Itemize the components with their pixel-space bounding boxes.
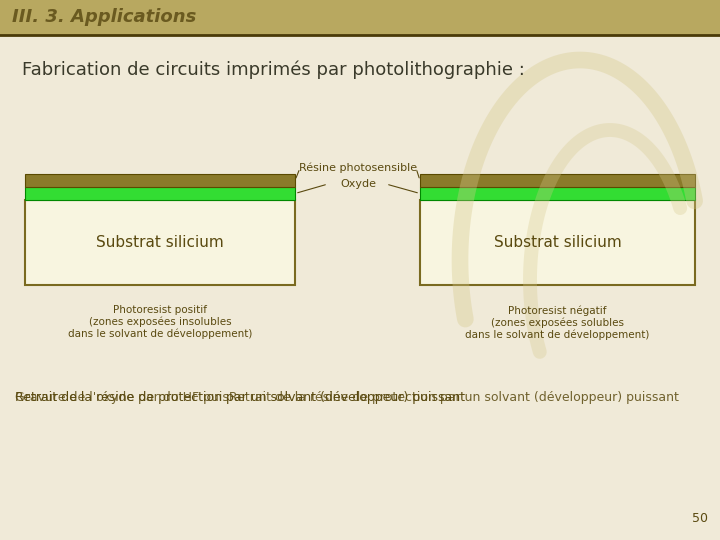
Bar [420,200,695,285]
Bar [420,187,695,200]
Bar [25,200,295,285]
Bar [25,174,295,187]
Bar [25,187,295,200]
Text: Retrait de la résine de protection par un solvant (développeur) puissant: Retrait de la résine de protection par u… [15,392,465,404]
Text: Photoresist négatif
(zones exposées solubles
dans le solvant de développement): Photoresist négatif (zones exposées solu… [465,305,649,340]
Text: Substrat silicium: Substrat silicium [494,235,621,250]
Bar [420,174,695,187]
Text: Photoresist positif
(zones exposées insolubles
dans le solvant de développement): Photoresist positif (zones exposées inso… [68,305,252,340]
Text: III. 3. Applications: III. 3. Applications [12,9,197,26]
Bar [0,0,720,35]
Text: Substrat silicium: Substrat silicium [96,235,224,250]
Text: Gravure de l'oxyde par du HF puisRetrait de la résine de protection par un solva: Gravure de l'oxyde par du HF puisRetrait… [15,392,679,404]
Text: Résine photosensible: Résine photosensible [299,163,417,173]
Text: Fabrication de circuits imprimés par photolithographie :: Fabrication de circuits imprimés par pho… [22,60,525,79]
Text: Oxyde: Oxyde [340,179,376,189]
Text: 50: 50 [692,511,708,524]
